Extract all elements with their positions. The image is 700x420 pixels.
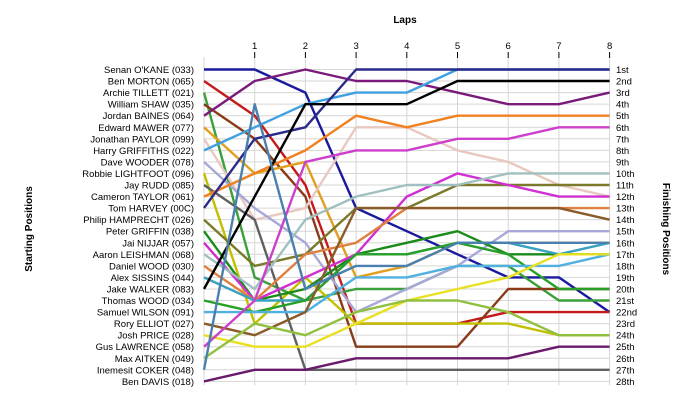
start-position-label: Inemesit COKER (048) [97, 365, 194, 376]
finish-position-label: 26th [616, 354, 635, 365]
finish-position-label: 2nd [616, 77, 632, 88]
start-position-label: Jonathan PAYLOR (099) [90, 134, 194, 145]
finish-position-label: 18th [616, 261, 635, 272]
x-ticks: 1 2 3 4 5 6 7 8 [252, 41, 612, 58]
driver-series-line [203, 172, 610, 291]
x-tick-label: 7 [556, 41, 561, 52]
driver-series-line [203, 172, 610, 302]
finish-position-label: 27th [616, 365, 635, 376]
finish-position-label: 17th [616, 250, 635, 261]
start-position-label: Thomas WOOD (034) [102, 296, 194, 307]
start-position-label: Jay RUDD (085) [124, 181, 194, 192]
start-position-label: Samuel WILSON (091) [97, 308, 194, 319]
start-position-label: William SHAW (035) [108, 100, 194, 111]
start-position-label: Jordan BAINES (064) [103, 111, 194, 122]
finish-position-label: 6th [616, 123, 629, 134]
driver-series-line [204, 253, 610, 314]
start-position-label: Cameron TAYLOR (061) [91, 192, 194, 203]
start-position-label: Senan O'KANE (033) [104, 65, 194, 76]
finish-position-label: 10th [616, 169, 635, 180]
grid [203, 57, 611, 386]
x-tick-label: 6 [506, 41, 511, 52]
x-tick-label: 1 [252, 41, 257, 52]
finish-position-label: 9th [616, 157, 629, 168]
driver-series-line [203, 103, 610, 348]
finish-position-label: 19th [616, 273, 635, 284]
x-tick-label: 8 [607, 41, 612, 52]
finish-position-label: 25th [616, 342, 635, 353]
start-position-label: Aaron LEISHMAN (068) [93, 250, 194, 261]
driver-series-line [203, 299, 610, 360]
start-position-label: Ben MORTON (065) [108, 77, 194, 88]
finish-position-label: 8th [616, 146, 629, 157]
start-position-label: Alex SISSINS (044) [111, 273, 194, 284]
starting-position-labels: Senan O'KANE (033)Ben MORTON (065)Archie… [82, 65, 194, 388]
start-position-label: Philip HAMPRECHT (026) [83, 215, 194, 226]
x-tick-label: 2 [303, 41, 308, 52]
driver-series-line [203, 68, 610, 117]
driver-series-line [203, 229, 610, 302]
driver-series-line [203, 345, 610, 383]
finish-position-label: 24th [616, 331, 635, 342]
driver-series-line [202, 102, 610, 371]
finishing-position-labels: 1st2nd3rd4th5th6th7th8th9th10th11th12th1… [616, 65, 637, 388]
start-position-label: Robbie LIGHTFOOT (096) [82, 169, 194, 180]
driver-series-line [203, 184, 610, 371]
driver-series-line [203, 126, 610, 348]
finish-position-label: 11th [616, 181, 634, 192]
finish-position-label: 28th [616, 377, 635, 388]
x-tick-label: 3 [353, 41, 358, 52]
finish-position-label: 1st [616, 65, 629, 76]
driver-series-line [203, 241, 610, 314]
finish-position-label: 23rd [616, 319, 635, 330]
driver-series-line [203, 161, 610, 314]
start-position-label: Archie TILLETT (021) [103, 88, 194, 99]
x-tick-label: 5 [455, 41, 460, 52]
finish-position-label: 20th [616, 284, 635, 295]
start-position-label: Max AITKEN (049) [115, 354, 194, 365]
start-position-label: Rory ELLIOT (027) [114, 319, 194, 330]
start-position-label: Josh PRICE (028) [117, 331, 194, 342]
start-position-label: Dave WOODER (078) [101, 157, 194, 168]
start-position-label: Tom HARVEY (00C) [108, 204, 194, 215]
finish-position-label: 5th [616, 111, 629, 122]
finish-position-label: 12th [616, 192, 635, 203]
finish-position-label: 13th [616, 204, 635, 215]
finish-position-label: 15th [616, 227, 635, 238]
chart-title: Laps [393, 15, 417, 26]
start-position-label: Harry GRIFFITHS (022) [93, 146, 194, 157]
finish-position-label: 14th [616, 215, 635, 226]
start-position-label: Daniel WOOD (030) [109, 261, 194, 272]
start-position-label: Edward MAWER (077) [98, 123, 194, 134]
y-axis-right-title: Finishing Positions [660, 183, 671, 276]
y-axis-left-title: Starting Positions [24, 186, 35, 272]
start-position-label: Gus LAWRENCE (058) [96, 342, 194, 353]
finish-position-label: 16th [616, 238, 635, 249]
finish-position-label: 4th [616, 100, 629, 111]
finish-position-label: 22nd [616, 308, 637, 319]
finish-position-label: 21st [616, 296, 634, 307]
start-position-label: Ben DAVIS (018) [122, 377, 194, 388]
start-position-label: Peter GRIFFIN (038) [106, 227, 194, 238]
driver-series-line [203, 68, 610, 209]
series-lines [202, 68, 611, 383]
finish-position-label: 7th [616, 134, 629, 145]
start-position-label: Jai NIJJAR (057) [122, 238, 194, 249]
start-position-label: Jake WALKER (083) [107, 284, 194, 295]
x-tick-label: 4 [404, 41, 409, 52]
finish-position-label: 3rd [616, 88, 630, 99]
